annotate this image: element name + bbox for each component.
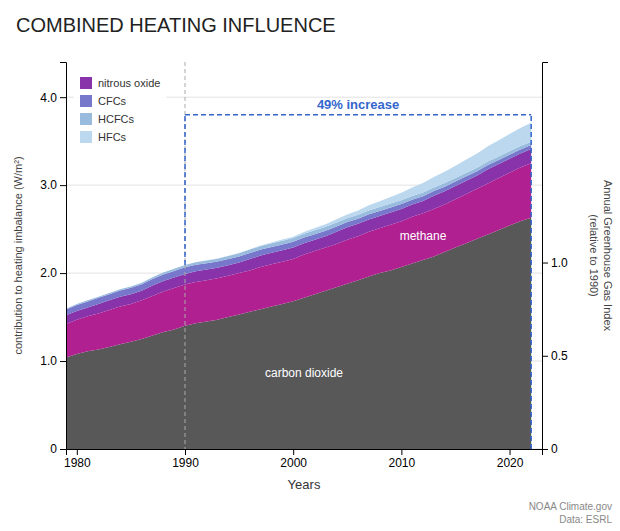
tick-mark <box>60 449 66 450</box>
x-axis-line <box>67 450 543 456</box>
tick-label: 1980 <box>64 456 91 470</box>
annotation-bracket <box>184 115 186 265</box>
y-axis-line <box>60 63 67 450</box>
x-axis: 1980 1990 2000 2010 2020 <box>64 449 543 470</box>
y2-axis: 0 0.5 1.0 <box>542 63 568 457</box>
tick: 2.0 <box>40 266 66 280</box>
tick-label: 0.5 <box>551 349 568 363</box>
tick-mark <box>60 273 66 274</box>
tick-label: 1.0 <box>40 354 57 368</box>
annotation-bracket <box>185 114 531 116</box>
legend-label: HCFCs <box>98 113 135 125</box>
legend-swatch <box>80 77 92 89</box>
tick: 2010 <box>389 449 416 470</box>
plot-area <box>66 62 531 449</box>
legend-item: HCFCs <box>80 113 135 125</box>
legend-swatch <box>80 113 92 125</box>
tick-mark <box>510 449 511 455</box>
tick-mark <box>542 449 548 450</box>
tick-label: 2020 <box>497 456 524 470</box>
tick: 3.0 <box>40 178 66 192</box>
tick-mark <box>401 449 402 455</box>
legend-label: nitrous oxide <box>98 77 160 89</box>
annotation: 49% increase <box>185 97 531 449</box>
tick-label: 4.0 <box>40 91 57 105</box>
legend-swatch <box>80 95 92 107</box>
legend-label: CFCs <box>98 95 127 107</box>
source: NOAA Climate.gov Data: ESRL <box>529 501 613 525</box>
legend-swatch <box>80 131 92 143</box>
tick-mark <box>542 356 548 357</box>
tick: 1980 <box>64 449 91 470</box>
area <box>66 123 531 309</box>
title: COMBINED HEATING INFLUENCE <box>16 14 336 36</box>
tick: 1.0 <box>40 354 66 368</box>
tick: 0 <box>50 442 66 456</box>
y2-axis-line <box>543 63 549 450</box>
tick-label: 1.0 <box>551 256 568 270</box>
source-line: NOAA Climate.gov <box>529 501 612 512</box>
tick-mark <box>542 263 548 264</box>
legend-background <box>74 70 166 150</box>
tick-mark <box>60 97 66 98</box>
tick: 0 <box>542 442 558 456</box>
y2-axis-title-line: (relative to 1990) <box>588 214 600 297</box>
legend-item: CFCs <box>80 95 127 107</box>
legend: nitrous oxide CFCs HCFCs HFCs <box>74 70 166 150</box>
series-label: carbon dioxide <box>265 366 343 380</box>
tick-label: 2000 <box>280 456 307 470</box>
tick-mark <box>60 185 66 186</box>
y2-axis-title: Annual Greenhouse Gas Index(relative to … <box>588 180 614 332</box>
reference-line <box>185 62 186 449</box>
annotation-bracket <box>530 115 532 449</box>
y-axis: 0 1.0 2.0 3.0 4.0 <box>40 63 66 457</box>
tick: 2020 <box>497 449 524 470</box>
y2-axis-title-line: Annual Greenhouse Gas Index <box>602 180 614 332</box>
tick: 4.0 <box>40 91 66 105</box>
x-axis-title: Years <box>288 477 321 492</box>
tick-mark <box>77 449 78 455</box>
tick-label: 2.0 <box>40 266 57 280</box>
tick: 0.5 <box>542 349 568 363</box>
series-label: methane <box>400 229 447 243</box>
y-axis-title: contribution to heating imbalance (W/m²) <box>12 156 24 354</box>
tick-label: 3.0 <box>40 178 57 192</box>
tick-label: 2010 <box>389 456 416 470</box>
tick: 1.0 <box>542 256 568 270</box>
legend-label: HFCs <box>98 131 127 143</box>
tick-label: 1990 <box>172 456 199 470</box>
tick-label: 0 <box>551 442 558 456</box>
legend-item: HFCs <box>80 131 127 143</box>
tick: 2000 <box>280 449 307 470</box>
tick-mark <box>293 449 294 455</box>
tick-mark <box>60 361 66 362</box>
chart: 49% increase 1980 1990 2000 2010 2020 0 1.0 2.0 3… <box>0 0 620 531</box>
tick: 1990 <box>172 449 199 470</box>
tick-label: 0 <box>50 442 57 456</box>
tick-mark <box>185 449 186 455</box>
annotation-text: 49% increase <box>317 97 399 112</box>
legend-item: nitrous oxide <box>80 77 160 89</box>
source-line: Data: ESRL <box>559 514 612 525</box>
